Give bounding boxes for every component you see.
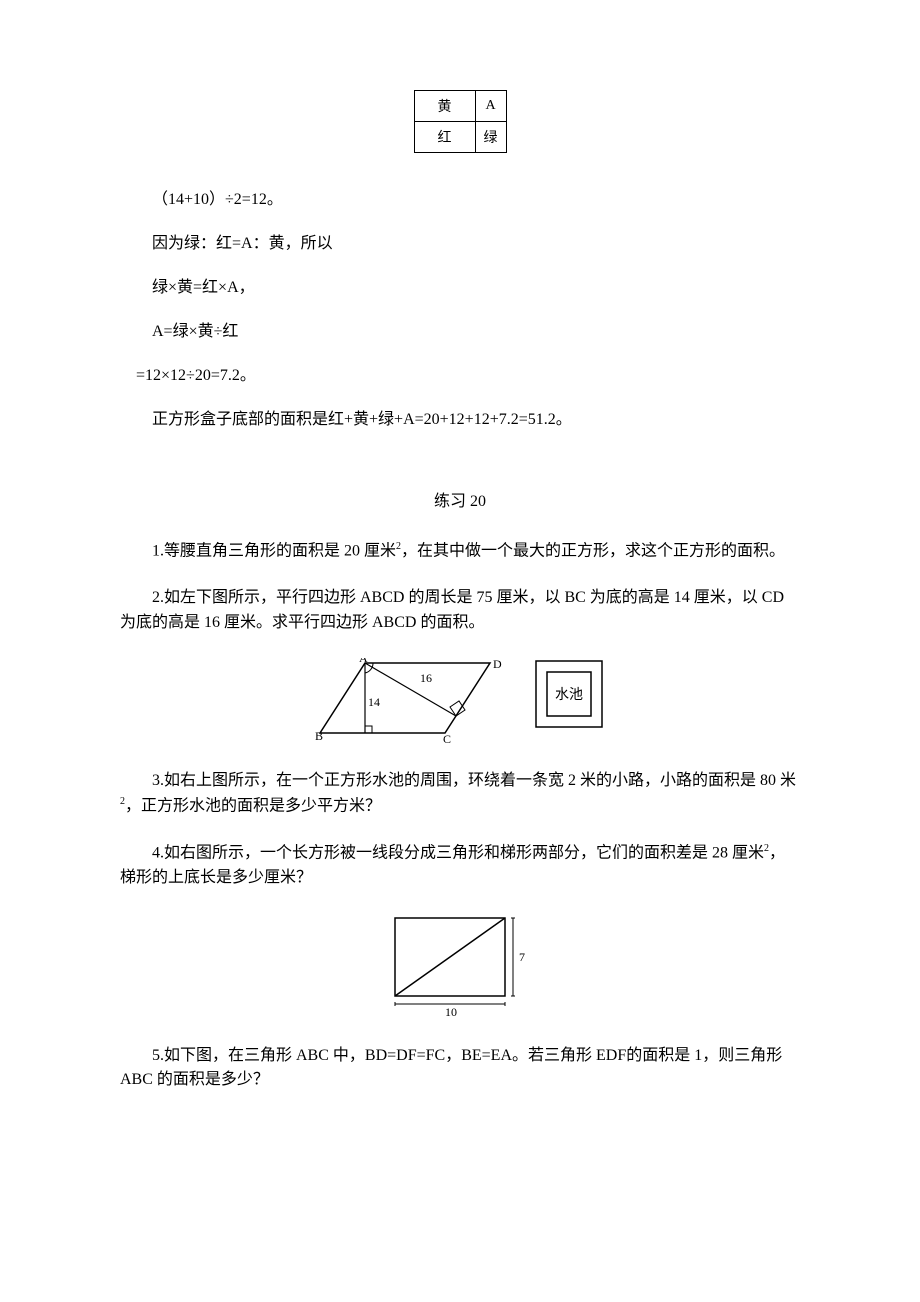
parallelogram-shape [320,663,490,733]
problem-1-text-a: 1.等腰直角三角形的面积是 20 厘米 [152,542,396,559]
figure-row-1: A D B C 14 16 水池 [120,658,800,743]
solution-line-4: A=绿×黄÷红 [120,320,800,344]
label-7: 7 [519,950,525,964]
problem-3-text-a: 3.如右上图所示，在一个正方形水池的周围，环绕着一条宽 2 米的小路，小路的面积… [152,772,796,789]
parallelogram-figure: A D B C 14 16 [315,658,515,743]
problem-5: 5.如下图，在三角形 ABC 中，BD=DF=FC，BE=EA。若三角形 EDF… [120,1044,800,1094]
label-16: 16 [420,671,432,685]
top-table-wrap: 黄 A 红 绿 [120,90,800,153]
pool-label: 水池 [555,687,583,703]
label-d: D [493,658,502,671]
cell-red: 红 [414,122,475,153]
table-row: 黄 A [414,91,506,122]
ratio-table: 黄 A 红 绿 [414,90,507,153]
diagonal-line [395,918,505,996]
problem-4-text-a: 4.如右图所示，一个长方形被一线段分成三角形和梯形两部分，它们的面积差是 28 … [152,844,764,861]
right-angle-14 [365,726,372,733]
problem-2: 2.如左下图所示，平行四边形 ABCD 的周长是 75 厘米，以 BC 为底的高… [120,586,800,636]
problem-4: 4.如右图所示，一个长方形被一线段分成三角形和梯形两部分，它们的面积差是 28 … [120,841,800,891]
solution-line-5: =12×12÷20=7.2。 [120,364,800,388]
solution-line-2: 因为绿：红=A：黄，所以 [120,232,800,256]
section-title: 练习 20 [120,487,800,511]
problem-3: 3.如右上图所示，在一个正方形水池的周围，环绕着一条宽 2 米的小路，小路的面积… [120,769,800,819]
figure-row-2: 10 7 [120,913,800,1018]
solution-line-1: （14+10）÷2=12。 [120,188,800,212]
rect-trapezoid-figure: 10 7 [385,913,535,1018]
problem-1-text-b: ，在其中做一个最大的正方形，求这个正方形的面积。 [401,542,785,559]
label-c: C [443,732,451,743]
label-b: B [315,729,323,743]
label-a: A [359,658,368,665]
solution-line-6: 正方形盒子底部的面积是红+黄+绿+A=20+12+12+7.2=51.2。 [120,408,800,432]
problem-1: 1.等腰直角三角形的面积是 20 厘米2，在其中做一个最大的正方形，求这个正方形… [120,539,800,564]
label-14: 14 [368,695,380,709]
table-row: 红 绿 [414,122,506,153]
problem-3-text-b: ，正方形水池的面积是多少平方米？ [125,797,381,814]
pool-figure: 水池 [533,658,605,730]
cell-green: 绿 [475,122,506,153]
page-container: 黄 A 红 绿 （14+10）÷2=12。 因为绿：红=A：黄，所以 绿×黄=红… [0,0,920,1302]
solution-line-3: 绿×黄=红×A， [120,276,800,300]
label-10: 10 [445,1005,457,1018]
cell-a: A [475,91,506,122]
cell-yellow: 黄 [414,91,475,122]
